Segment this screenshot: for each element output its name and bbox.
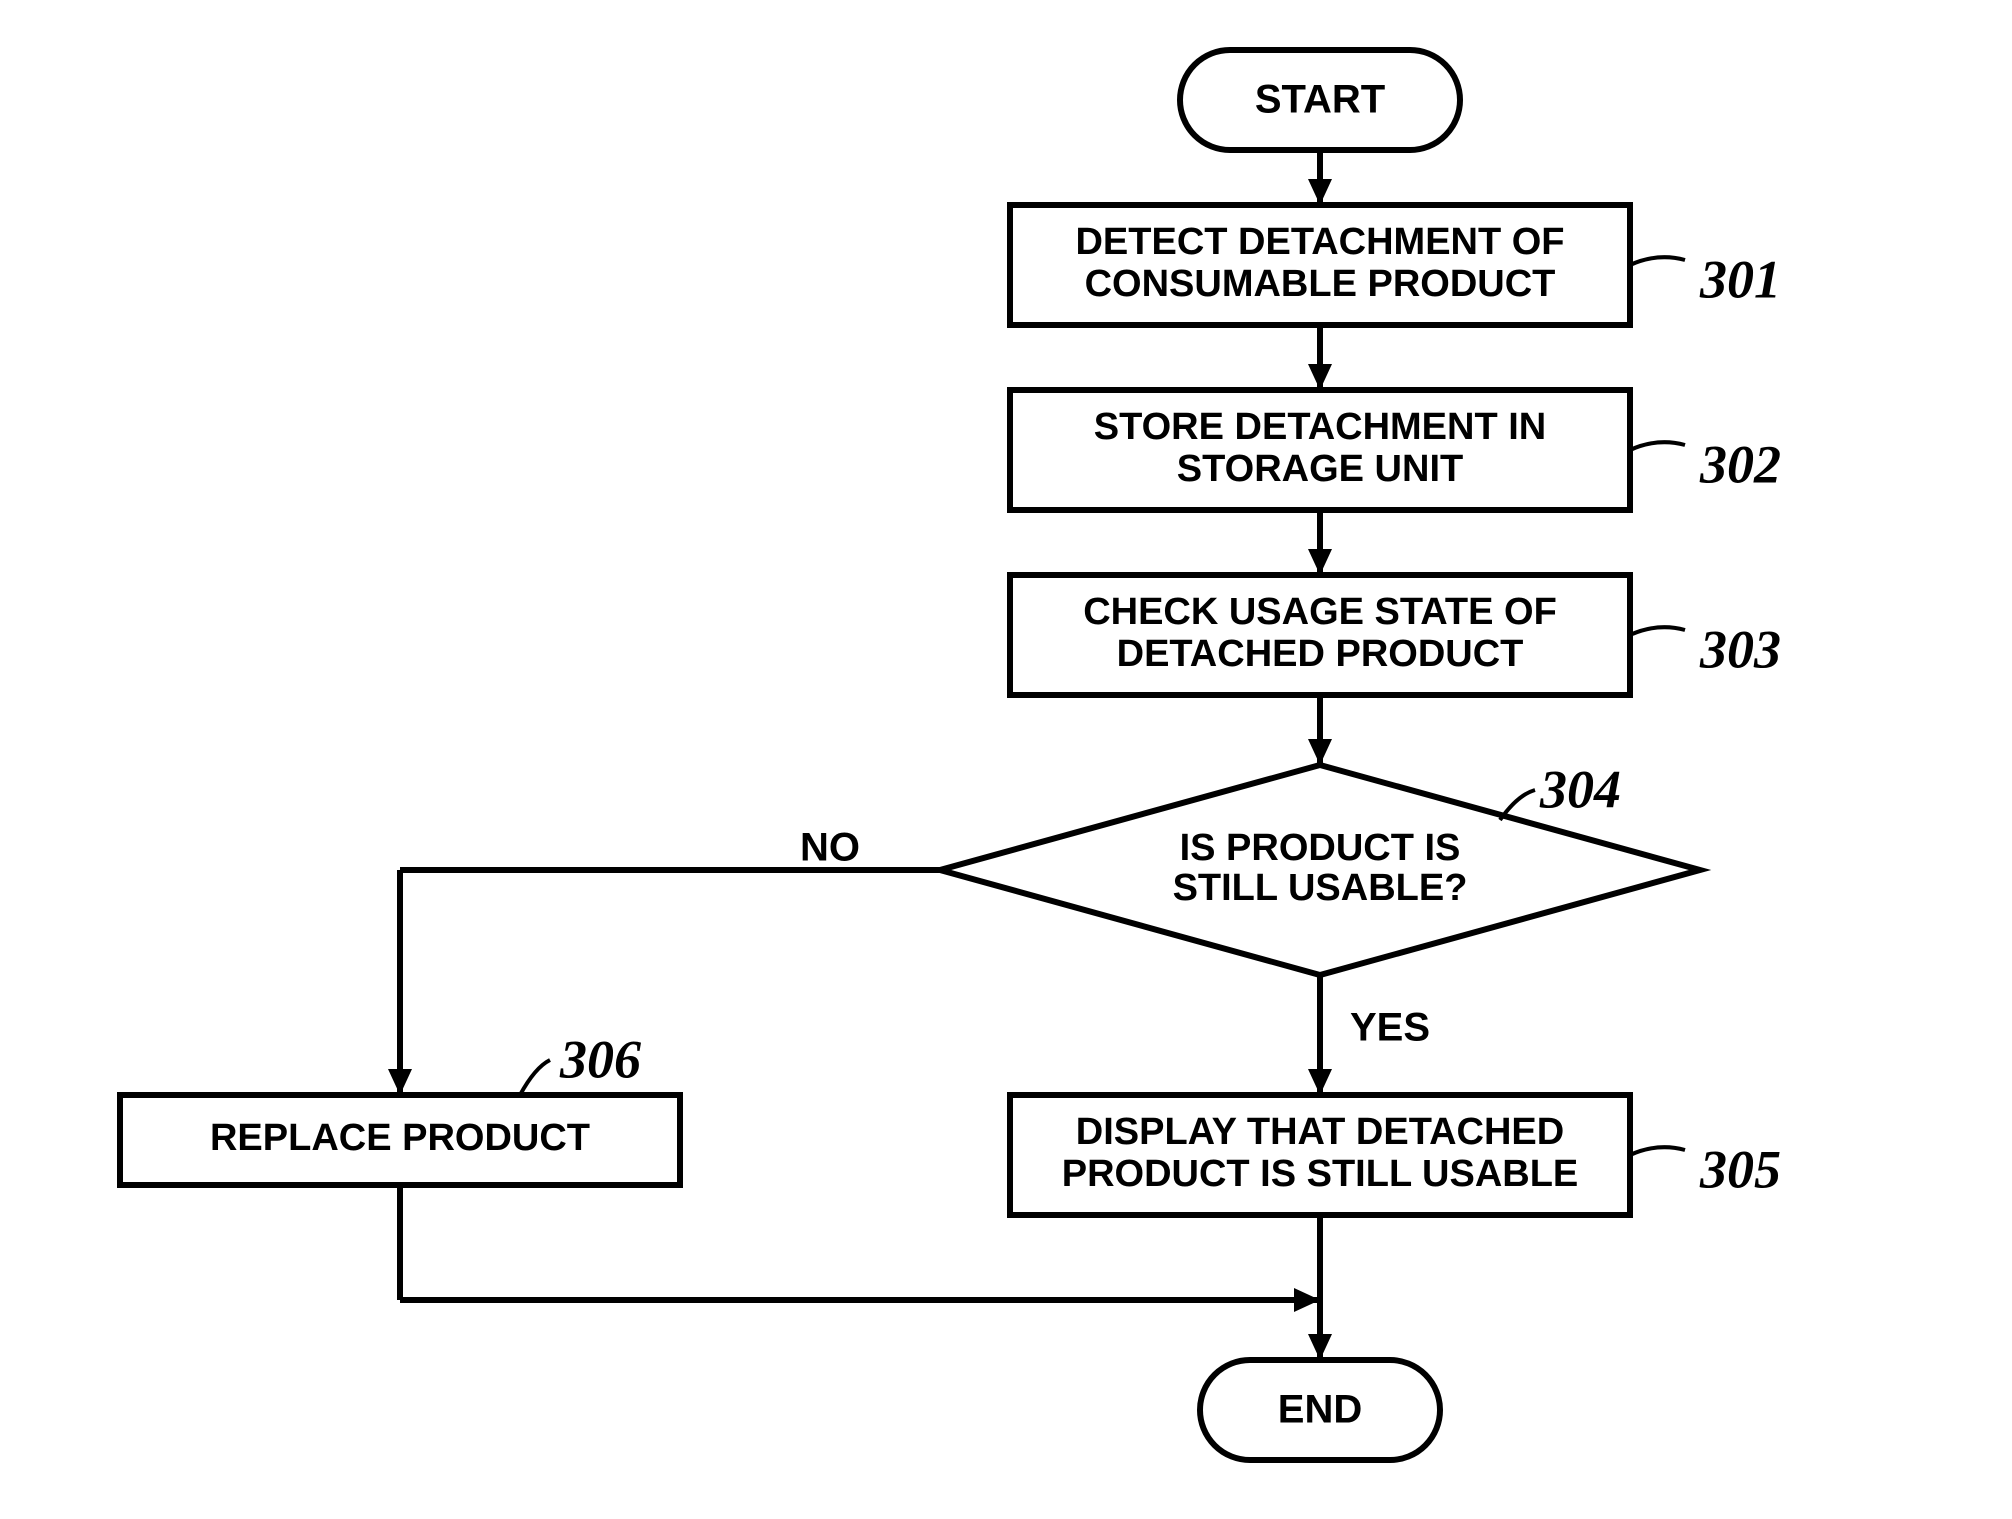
- ref-label-l304: 304: [1539, 759, 1621, 819]
- leader-l301: [1630, 257, 1685, 265]
- start-terminator: START: [1180, 50, 1460, 150]
- end-terminator: END: [1200, 1360, 1440, 1460]
- process-b301-line1: CONSUMABLE PRODUCT: [1085, 263, 1556, 305]
- ref-label-l306: 306: [559, 1029, 641, 1089]
- leader-l305: [1630, 1147, 1685, 1155]
- process-b305: DISPLAY THAT DETACHEDPRODUCT IS STILL US…: [1010, 1095, 1630, 1215]
- polyline-0: [400, 870, 940, 1095]
- process-b302-line1: STORAGE UNIT: [1177, 448, 1463, 490]
- process-b303: CHECK USAGE STATE OFDETACHED PRODUCT: [1010, 575, 1630, 695]
- process-b302: STORE DETACHMENT INSTORAGE UNIT: [1010, 390, 1630, 510]
- leader-l302: [1630, 442, 1685, 450]
- process-b305-line1: PRODUCT IS STILL USABLE: [1062, 1153, 1579, 1195]
- ref-label-l302: 302: [1699, 434, 1781, 494]
- process-b303-line1: DETACHED PRODUCT: [1117, 633, 1524, 675]
- leader-l303: [1630, 627, 1685, 635]
- branch-label-yes: YES: [1350, 1006, 1430, 1050]
- process-b306: REPLACE PRODUCT: [120, 1095, 680, 1185]
- decision-d304-line0: IS PRODUCT IS: [1180, 827, 1461, 869]
- process-b301-line0: DETECT DETACHMENT OF: [1075, 221, 1564, 263]
- ref-label-l305: 305: [1699, 1139, 1781, 1199]
- branch-label-no: NO: [800, 826, 860, 870]
- end-label: END: [1278, 1388, 1362, 1432]
- process-b303-line0: CHECK USAGE STATE OF: [1083, 591, 1557, 633]
- leader-l306: [520, 1060, 550, 1095]
- leader-l304: [1500, 790, 1535, 820]
- process-b305-line0: DISPLAY THAT DETACHED: [1076, 1111, 1564, 1153]
- ref-label-l303: 303: [1699, 619, 1781, 679]
- process-b306-line0: REPLACE PRODUCT: [210, 1117, 590, 1159]
- ref-label-l301: 301: [1699, 249, 1781, 309]
- process-b302-line0: STORE DETACHMENT IN: [1094, 406, 1547, 448]
- process-b301: DETECT DETACHMENT OFCONSUMABLE PRODUCT: [1010, 205, 1630, 325]
- start-label: START: [1255, 78, 1385, 122]
- decision-d304-line1: STILL USABLE?: [1173, 867, 1468, 909]
